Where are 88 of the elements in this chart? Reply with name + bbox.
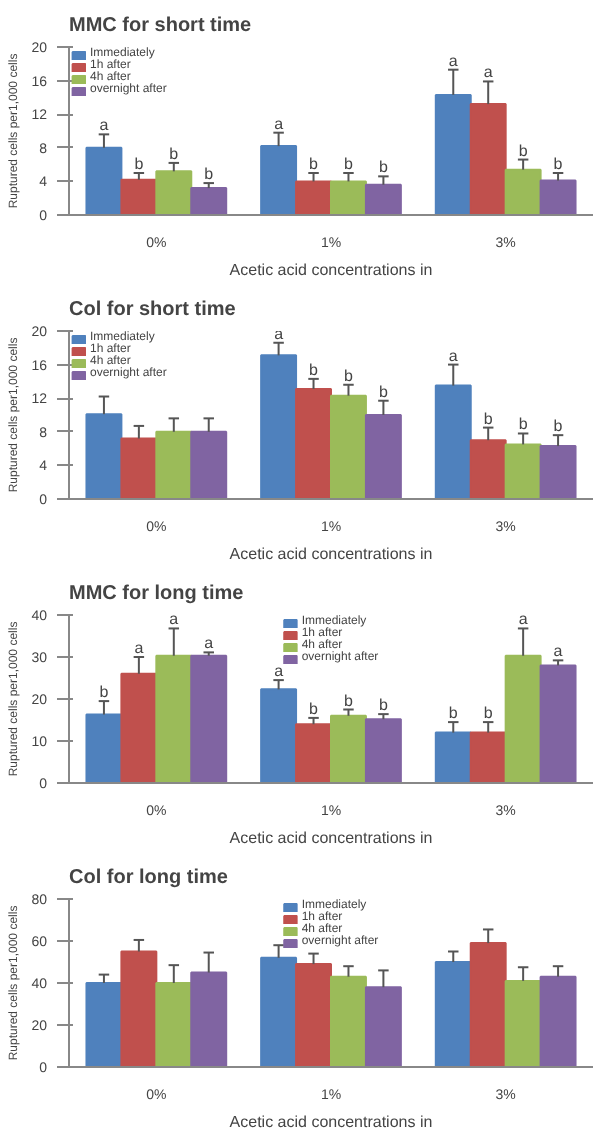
data-label: b bbox=[309, 699, 320, 718]
data-label: a bbox=[448, 51, 459, 70]
x-axis-title: Acetic acid concentrations in bbox=[229, 829, 433, 847]
bar bbox=[434, 961, 472, 1067]
bar bbox=[469, 439, 507, 499]
x-axis-title: Acetic acid concentrations in bbox=[229, 545, 433, 563]
data-label: b bbox=[344, 366, 355, 385]
bar bbox=[295, 723, 332, 783]
bar bbox=[85, 413, 123, 499]
bar bbox=[364, 986, 402, 1067]
data-label: a bbox=[448, 346, 459, 365]
bar bbox=[504, 168, 542, 215]
bar bbox=[190, 430, 228, 499]
data-label: b bbox=[344, 155, 355, 173]
bar bbox=[504, 979, 542, 1067]
bar bbox=[330, 975, 367, 1067]
chart-title: MMC for long time bbox=[69, 583, 245, 605]
data-label: b bbox=[518, 415, 529, 434]
bar bbox=[260, 145, 298, 215]
chart-title: Col for short time bbox=[69, 299, 237, 321]
data-label: a bbox=[274, 662, 285, 681]
data-label: a bbox=[274, 114, 285, 133]
bar bbox=[190, 654, 228, 783]
chart-title: MMC for short time bbox=[69, 15, 253, 37]
x-axis-title: Acetic acid concentrations in bbox=[229, 261, 433, 279]
bar bbox=[364, 718, 402, 783]
x-axis-title: Acetic acid concentrations in bbox=[229, 1113, 433, 1131]
bar bbox=[120, 178, 158, 215]
bar bbox=[434, 93, 472, 215]
data-label: b bbox=[204, 165, 215, 184]
data-label: a bbox=[134, 639, 145, 657]
data-label: a bbox=[274, 324, 285, 343]
data-label: b bbox=[378, 696, 389, 715]
bar bbox=[295, 180, 332, 215]
bar bbox=[469, 731, 507, 783]
bar bbox=[364, 414, 402, 499]
bar bbox=[155, 170, 193, 215]
data-label: a bbox=[204, 634, 215, 653]
data-label: a bbox=[553, 642, 564, 661]
bar bbox=[330, 714, 367, 783]
chart-title: Col for long time bbox=[69, 867, 229, 889]
bar bbox=[295, 387, 332, 499]
bar bbox=[539, 664, 577, 783]
data-label: b bbox=[169, 144, 180, 163]
bar bbox=[364, 183, 402, 215]
data-label: a bbox=[518, 610, 529, 629]
bar bbox=[155, 654, 193, 783]
data-label: b bbox=[99, 683, 110, 702]
bar bbox=[539, 975, 577, 1067]
bar bbox=[85, 713, 123, 783]
bar bbox=[260, 688, 298, 783]
bar bbox=[85, 982, 123, 1067]
bar bbox=[190, 971, 228, 1067]
data-label: b bbox=[378, 158, 389, 177]
data-label: a bbox=[169, 610, 180, 629]
bar bbox=[504, 443, 542, 499]
data-label: b bbox=[553, 417, 564, 436]
data-label: b bbox=[309, 360, 320, 379]
data-label: b bbox=[448, 704, 459, 723]
data-label: b bbox=[378, 382, 389, 401]
bar bbox=[155, 982, 193, 1067]
bar bbox=[260, 956, 298, 1067]
bar bbox=[260, 354, 298, 499]
bar bbox=[434, 731, 472, 783]
data-label: b bbox=[518, 141, 529, 160]
bar bbox=[539, 445, 577, 499]
data-label: b bbox=[553, 155, 564, 173]
bar bbox=[190, 187, 228, 215]
bar bbox=[120, 437, 158, 499]
data-label: a bbox=[483, 63, 494, 82]
data-label: b bbox=[483, 704, 494, 723]
data-label: b bbox=[483, 409, 494, 428]
data-label: b bbox=[134, 155, 145, 173]
bar bbox=[330, 394, 367, 499]
bar bbox=[434, 384, 472, 499]
bar bbox=[469, 942, 507, 1067]
bar bbox=[295, 963, 332, 1067]
bar bbox=[539, 179, 577, 215]
data-label: b bbox=[344, 691, 355, 710]
bar bbox=[330, 180, 367, 215]
bar bbox=[120, 950, 158, 1067]
data-label: a bbox=[99, 116, 110, 135]
bar bbox=[85, 146, 123, 215]
data-label: b bbox=[309, 155, 320, 173]
bar bbox=[469, 103, 507, 215]
bar bbox=[155, 430, 193, 499]
bar bbox=[504, 654, 542, 783]
bar bbox=[120, 672, 158, 783]
